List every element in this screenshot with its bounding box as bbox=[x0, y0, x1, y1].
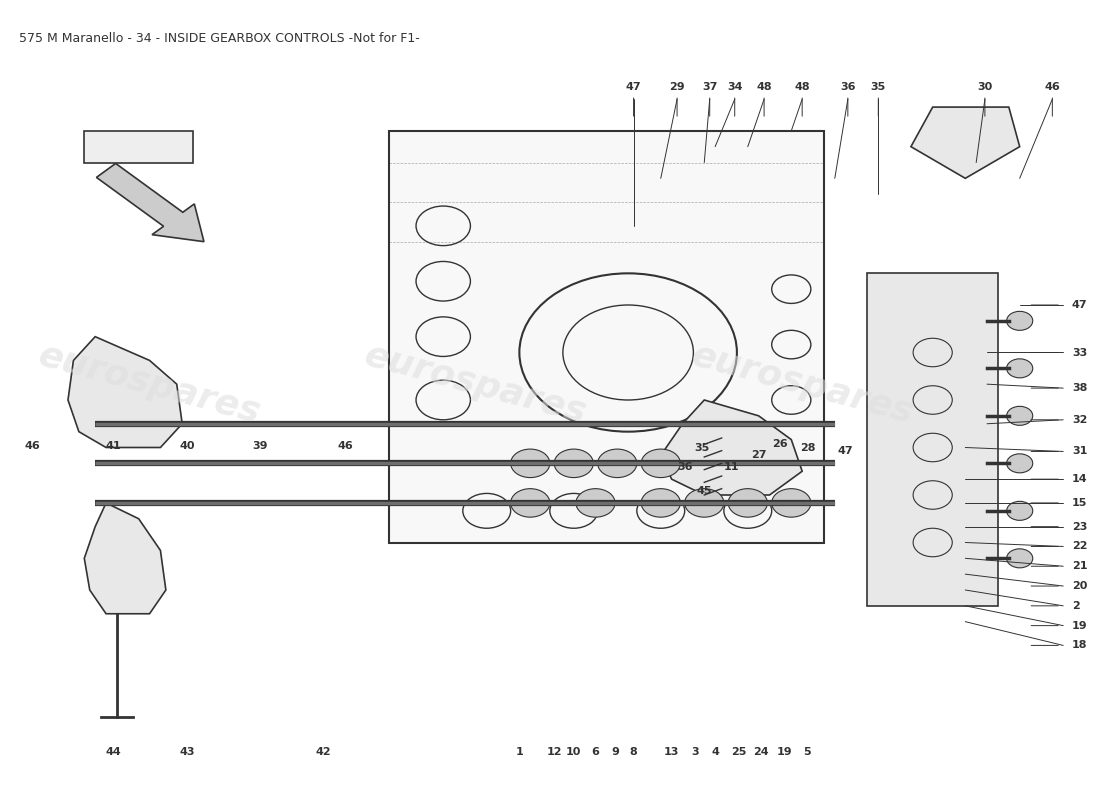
Text: 29: 29 bbox=[669, 82, 685, 92]
Text: 31: 31 bbox=[1071, 446, 1087, 457]
Text: eurospares: eurospares bbox=[361, 338, 591, 430]
Polygon shape bbox=[68, 337, 183, 447]
Text: 18: 18 bbox=[1071, 641, 1088, 650]
Text: 46: 46 bbox=[24, 442, 40, 451]
Text: 3: 3 bbox=[692, 747, 700, 758]
Circle shape bbox=[554, 449, 593, 478]
Circle shape bbox=[641, 489, 680, 517]
Circle shape bbox=[510, 489, 550, 517]
Text: 27: 27 bbox=[751, 450, 767, 461]
FancyBboxPatch shape bbox=[868, 274, 998, 606]
Text: 47: 47 bbox=[1071, 300, 1088, 310]
Text: 14: 14 bbox=[1071, 474, 1088, 484]
Circle shape bbox=[641, 449, 680, 478]
Text: 48: 48 bbox=[757, 82, 772, 92]
Circle shape bbox=[1006, 311, 1033, 330]
Text: 19: 19 bbox=[1071, 621, 1088, 630]
Polygon shape bbox=[661, 400, 802, 495]
Text: 10: 10 bbox=[566, 747, 582, 758]
Text: 43: 43 bbox=[180, 747, 196, 758]
Circle shape bbox=[597, 449, 637, 478]
Text: 11: 11 bbox=[724, 462, 739, 472]
Circle shape bbox=[576, 489, 615, 517]
Text: 46: 46 bbox=[338, 442, 353, 451]
Text: 40: 40 bbox=[180, 442, 196, 451]
Text: 28: 28 bbox=[800, 442, 815, 453]
Text: 35: 35 bbox=[871, 82, 886, 92]
Text: 5: 5 bbox=[803, 747, 811, 758]
Text: 2: 2 bbox=[1071, 601, 1080, 611]
Text: 48: 48 bbox=[794, 82, 810, 92]
Circle shape bbox=[1006, 454, 1033, 473]
Text: 38: 38 bbox=[1071, 383, 1087, 393]
Text: 1: 1 bbox=[516, 747, 524, 758]
Text: 41: 41 bbox=[106, 442, 121, 451]
Text: 45: 45 bbox=[696, 486, 712, 496]
Circle shape bbox=[510, 449, 550, 478]
Circle shape bbox=[1006, 406, 1033, 426]
Text: 37: 37 bbox=[702, 82, 717, 92]
Text: eurospares: eurospares bbox=[35, 338, 264, 430]
Circle shape bbox=[1006, 502, 1033, 520]
Circle shape bbox=[728, 489, 768, 517]
Text: 12: 12 bbox=[547, 747, 562, 758]
Text: 4: 4 bbox=[712, 747, 719, 758]
Text: 22: 22 bbox=[1071, 542, 1088, 551]
Text: 26: 26 bbox=[772, 438, 789, 449]
Text: 20: 20 bbox=[1071, 581, 1087, 591]
Text: 42: 42 bbox=[316, 747, 331, 758]
Text: 19: 19 bbox=[777, 747, 793, 758]
Text: 8: 8 bbox=[629, 747, 637, 758]
Text: 30: 30 bbox=[977, 82, 992, 92]
Text: 21: 21 bbox=[1071, 562, 1088, 571]
Bar bbox=[85, 131, 194, 162]
Text: 575 M Maranello - 34 - INSIDE GEARBOX CONTROLS -Not for F1-: 575 M Maranello - 34 - INSIDE GEARBOX CO… bbox=[19, 32, 420, 45]
Text: 33: 33 bbox=[1071, 347, 1087, 358]
Text: 32: 32 bbox=[1071, 414, 1087, 425]
Text: 9: 9 bbox=[612, 747, 619, 758]
Text: 13: 13 bbox=[664, 747, 680, 758]
Circle shape bbox=[1006, 549, 1033, 568]
Circle shape bbox=[684, 489, 724, 517]
Text: 34: 34 bbox=[727, 82, 742, 92]
Text: 36: 36 bbox=[676, 462, 692, 472]
Text: 44: 44 bbox=[106, 747, 121, 758]
Text: eurospares: eurospares bbox=[688, 338, 917, 430]
Text: 47: 47 bbox=[838, 446, 854, 457]
Text: 23: 23 bbox=[1071, 522, 1087, 532]
Circle shape bbox=[772, 489, 811, 517]
Text: 25: 25 bbox=[732, 747, 747, 758]
Text: 46: 46 bbox=[1045, 82, 1060, 92]
FancyArrow shape bbox=[97, 163, 204, 242]
Polygon shape bbox=[911, 107, 1020, 178]
Text: 15: 15 bbox=[1071, 498, 1087, 508]
Text: 39: 39 bbox=[253, 442, 268, 451]
Text: 47: 47 bbox=[626, 82, 641, 92]
FancyBboxPatch shape bbox=[388, 131, 824, 542]
Text: 6: 6 bbox=[592, 747, 600, 758]
Text: 36: 36 bbox=[840, 82, 856, 92]
Text: 35: 35 bbox=[694, 442, 710, 453]
Polygon shape bbox=[85, 503, 166, 614]
Circle shape bbox=[1006, 359, 1033, 378]
Text: 24: 24 bbox=[754, 747, 769, 758]
